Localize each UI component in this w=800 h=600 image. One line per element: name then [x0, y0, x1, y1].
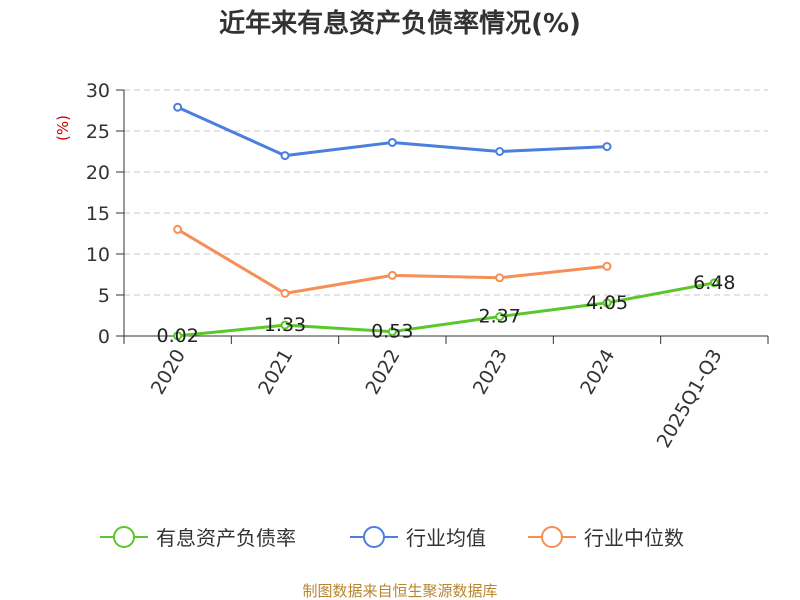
- series-point: [280, 288, 290, 298]
- series-point: [495, 312, 505, 322]
- source-note: 制图数据来自恒生聚源数据库: [302, 582, 497, 600]
- x-tick-label: 2020: [147, 346, 190, 399]
- x-tick-label: 2024: [576, 346, 619, 399]
- data-label: 4.05: [586, 292, 628, 314]
- x-tick-label: 2022: [361, 346, 404, 399]
- data-label: 2.37: [479, 306, 521, 328]
- series-point: [602, 298, 612, 308]
- legend-swatch-marker: [541, 526, 563, 548]
- series-point: [173, 102, 183, 112]
- series-point: [495, 273, 505, 283]
- data-label: 6.48: [693, 272, 735, 294]
- series-point: [173, 331, 183, 341]
- y-tick-label: 20: [86, 162, 110, 184]
- legend-label: 行业均值: [406, 526, 486, 550]
- series-point: [387, 270, 397, 280]
- axes: 0 5 10 15 20 25 30 2020 2021 2022 2023 2024 2025Q1-Q…: [86, 80, 769, 452]
- series-point: [387, 137, 397, 147]
- series-line: [177, 105, 608, 158]
- x-tick-label: 2021: [254, 346, 297, 399]
- y-axis-unit-label: (%): [54, 115, 72, 141]
- y-tick-label: 10: [86, 244, 110, 266]
- data-label: 0.53: [371, 321, 413, 343]
- series-point: [173, 224, 183, 234]
- series-point: [495, 147, 505, 156]
- data-labels: 0.02 1.33 0.53 2.37 4.05 6.48: [157, 272, 736, 347]
- y-tick-label: 0: [98, 326, 110, 348]
- legend-label: 行业中位数: [584, 526, 684, 550]
- series-point: [602, 142, 612, 152]
- grid-lines: [124, 89, 768, 296]
- x-tick-label: 2023: [469, 345, 512, 398]
- y-tick-label: 30: [86, 80, 110, 102]
- series-line: [177, 281, 715, 338]
- data-label: 1.33: [264, 314, 306, 336]
- series-point: [280, 151, 290, 161]
- legend-label: 有息资产负债率: [156, 526, 296, 550]
- legend: 有息资产负债率 行业均值 行业中位数: [100, 526, 684, 550]
- legend-swatch-marker: [113, 526, 135, 548]
- y-tick-label: 25: [86, 121, 110, 143]
- series-point: [709, 278, 719, 288]
- x-tick-label: 2025Q1-Q3: [653, 346, 727, 452]
- y-tick-label: 5: [98, 285, 110, 307]
- chart-title: 近年来有息资产负债率情况(%): [219, 8, 581, 39]
- series-group: [173, 102, 719, 341]
- y-tick-label: 15: [86, 203, 110, 225]
- data-label: 0.02: [157, 325, 199, 347]
- series-line: [176, 228, 608, 295]
- series-point: [387, 327, 397, 337]
- series-point: [602, 261, 612, 271]
- series-point: [280, 320, 290, 330]
- legend-swatch-marker: [363, 526, 385, 548]
